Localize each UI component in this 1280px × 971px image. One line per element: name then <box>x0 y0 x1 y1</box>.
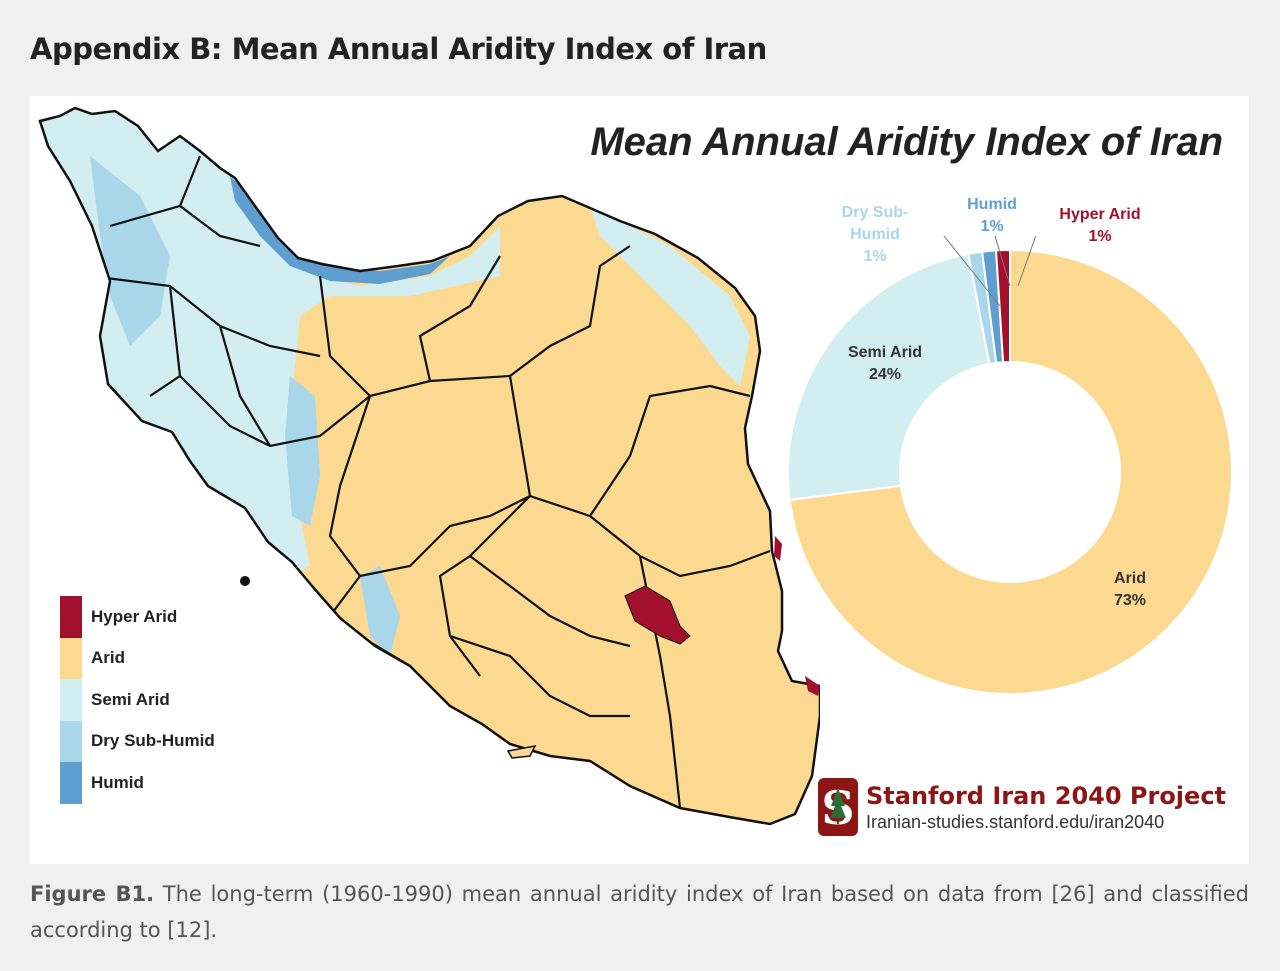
legend-swatch <box>60 637 82 679</box>
label-line: Humid <box>850 226 900 243</box>
legend-swatch <box>60 762 82 804</box>
label-value: 24% <box>868 366 902 383</box>
legend-label: Hyper Arid <box>91 606 178 626</box>
label-value: 1% <box>980 218 1004 235</box>
label-name: Semi Arid <box>847 344 923 361</box>
project-name: Stanford Iran 2040 Project <box>866 781 1227 810</box>
donut-slice-arid <box>788 248 1233 695</box>
legend-swatch <box>60 596 82 638</box>
legend-label: Dry Sub-Humid <box>91 731 215 751</box>
legend-item-humid: Humid <box>60 762 215 804</box>
donut-label-semi-arid: Semi Arid 24% <box>830 342 940 386</box>
label-value: 1% <box>863 248 887 265</box>
label-name: Hyper Arid <box>1059 206 1141 223</box>
donut-label-humid: Humid 1% <box>950 194 1034 238</box>
stanford-logo-icon: S <box>818 778 858 836</box>
donut-slice-semi-arid <box>787 252 991 501</box>
leader-line-dry-sub-humid <box>943 236 1001 307</box>
legend-item-dry-sub-humid: Dry Sub-Humid <box>60 720 215 762</box>
figure-panel: Mean Annual Aridity Index of Iran Hyper … <box>30 96 1249 864</box>
label-value: 1% <box>1088 228 1112 245</box>
label-value: 73% <box>1113 592 1147 609</box>
leader-line-humid <box>994 236 1011 287</box>
donut-slice-hyper-arid <box>995 248 1011 364</box>
legend-label: Semi Arid <box>91 689 170 709</box>
legend-item-semi-arid: Semi Arid <box>60 679 215 721</box>
project-url[interactable]: Iranian-studies.stanford.edu/iran2040 <box>866 811 1165 832</box>
legend-swatch <box>60 720 82 762</box>
map-legend: Hyper Arid Arid Semi Arid Dry Sub-Humid … <box>60 596 215 804</box>
label-name: Arid <box>1114 570 1146 587</box>
iran-aridity-map <box>38 106 820 826</box>
legend-label: Humid <box>91 772 144 792</box>
legend-label: Arid <box>91 648 125 668</box>
caption-label: Figure B1. <box>30 882 155 906</box>
legend-swatch <box>60 679 82 721</box>
aridity-donut-chart <box>787 236 1233 695</box>
leader-line-hyper-arid <box>1017 236 1037 287</box>
figure-caption: Figure B1. The long-term (1960-1990) mea… <box>30 876 1249 948</box>
label-line: Dry Sub- <box>841 204 909 221</box>
donut-label-arid: Arid 73% <box>1090 568 1170 612</box>
legend-item-hyper-arid: Hyper Arid <box>60 596 215 638</box>
page-heading: Appendix B: Mean Annual Aridity Index of… <box>30 32 767 66</box>
legend-item-arid: Arid <box>60 637 215 679</box>
donut-label-hyper-arid: Hyper Arid 1% <box>1040 204 1160 248</box>
caption-text: The long-term (1960-1990) mean annual ar… <box>30 882 1249 942</box>
label-name: Humid <box>967 196 1017 213</box>
map-title: Mean Annual Aridity Index of Iran <box>590 120 1223 164</box>
stanford-branding: S Stanford Iran 2040 Project Iranian-stu… <box>818 778 1226 836</box>
donut-label-dry-sub-humid: Dry Sub- Humid 1% <box>820 202 930 268</box>
